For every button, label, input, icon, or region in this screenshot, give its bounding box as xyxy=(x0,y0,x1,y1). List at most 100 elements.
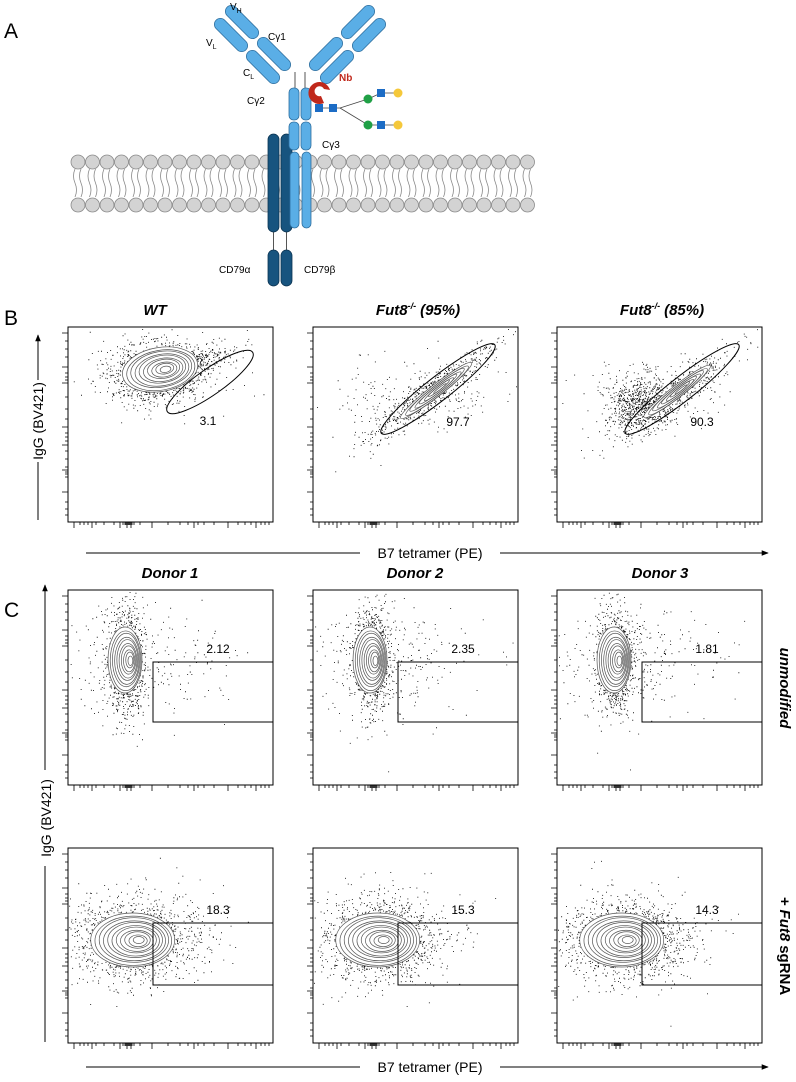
lipid-head xyxy=(375,154,390,170)
lipid-head xyxy=(244,197,260,213)
gate-value: 2.12 xyxy=(206,642,230,656)
lipid-head xyxy=(462,154,477,170)
axis-ticks xyxy=(62,853,270,1049)
glcnac xyxy=(329,104,337,112)
gate-value: 18.3 xyxy=(206,903,230,917)
vl: V xyxy=(206,38,213,49)
lipid-head xyxy=(491,154,506,170)
lipid-head xyxy=(215,197,231,213)
lipid-tails xyxy=(363,168,373,198)
flow-plot: 2.12 xyxy=(62,589,274,791)
column-title: Donor 2 xyxy=(387,565,444,582)
contour xyxy=(126,349,196,392)
contour xyxy=(127,655,134,666)
lipid-tails xyxy=(508,168,518,198)
flow-plot: 14.3 xyxy=(551,847,763,1049)
contour xyxy=(130,350,193,388)
galactose xyxy=(393,88,403,98)
panel-label: A xyxy=(4,20,18,43)
lipid-head xyxy=(505,154,521,170)
vl-sub: L xyxy=(213,44,217,51)
lipid-tails xyxy=(160,168,170,198)
contour xyxy=(600,925,649,957)
lipid-head xyxy=(157,154,173,170)
lipid-head xyxy=(317,154,332,170)
lipid-tails xyxy=(406,168,417,198)
gate xyxy=(152,922,274,986)
flow-plot: 18.3 xyxy=(62,847,274,1049)
lipid-tails xyxy=(334,168,344,198)
contour xyxy=(607,643,627,679)
nanobody xyxy=(308,82,330,105)
contour xyxy=(335,912,421,968)
contour xyxy=(360,926,402,954)
lipid-head xyxy=(331,197,347,213)
glcnac xyxy=(315,104,323,112)
flow-plot: 15.3 xyxy=(307,847,519,1049)
domain xyxy=(301,151,312,229)
cg2-label: Cγ2 xyxy=(247,96,265,107)
lipid-tails xyxy=(131,168,141,198)
contour xyxy=(604,926,646,954)
flow-plot: 3.1 xyxy=(62,326,274,528)
contour xyxy=(373,934,393,948)
lipid-tails xyxy=(87,168,98,198)
contour xyxy=(377,936,390,944)
domain xyxy=(300,121,312,151)
plot-frame xyxy=(556,326,763,523)
flow-plot: 90.3 xyxy=(551,326,763,528)
row-prefix: + xyxy=(776,897,793,906)
gate xyxy=(641,922,763,986)
gate-value: 3.1 xyxy=(200,414,217,428)
domain xyxy=(289,151,300,229)
lipid-head xyxy=(360,197,376,213)
lipid-tails xyxy=(203,168,214,198)
lipid-head xyxy=(404,197,419,213)
axis-label-bg xyxy=(360,1057,500,1077)
lipid-tails xyxy=(145,168,156,198)
contour xyxy=(98,917,169,963)
contour xyxy=(339,915,417,966)
lipid-tails xyxy=(450,168,460,198)
contour xyxy=(352,922,408,958)
lipid-head xyxy=(418,154,434,170)
cd79a xyxy=(267,249,280,287)
plot-title: WT xyxy=(143,302,168,319)
gate-value: 15.3 xyxy=(451,903,475,917)
vh-sub: H xyxy=(237,8,242,15)
contour xyxy=(603,636,629,685)
galactose xyxy=(393,120,403,130)
gene: Fut8 xyxy=(620,302,652,319)
row-label: unmodified xyxy=(776,648,793,730)
gene: Fut8 xyxy=(376,302,408,319)
lipid-head xyxy=(172,154,187,170)
flow-plot: 97.7 xyxy=(307,326,519,528)
lipid-tails xyxy=(73,168,83,198)
lipid-head xyxy=(404,154,419,170)
lipid-tails xyxy=(348,168,359,198)
contour xyxy=(107,922,163,958)
row-suffix: sgRNA xyxy=(776,945,793,995)
gate xyxy=(641,661,763,723)
contour xyxy=(368,649,381,673)
lipid-head xyxy=(433,154,448,170)
lipid-head xyxy=(215,154,231,170)
contour xyxy=(592,920,655,962)
contour xyxy=(348,920,411,962)
lipid-head xyxy=(433,197,448,213)
contour xyxy=(370,651,380,669)
contour xyxy=(143,357,184,383)
domain xyxy=(351,17,387,53)
lipid-tails xyxy=(392,168,402,198)
contour xyxy=(124,931,151,949)
genotype: -/- xyxy=(408,301,417,311)
contour xyxy=(134,353,190,387)
plot-frame xyxy=(556,589,763,786)
contour xyxy=(103,920,166,962)
cl-sub: L xyxy=(250,74,254,81)
lipid-head xyxy=(230,154,245,170)
contour xyxy=(151,361,178,378)
cd79a xyxy=(267,133,280,233)
vl-label: VL xyxy=(206,38,217,51)
lipid-tails xyxy=(377,168,388,198)
